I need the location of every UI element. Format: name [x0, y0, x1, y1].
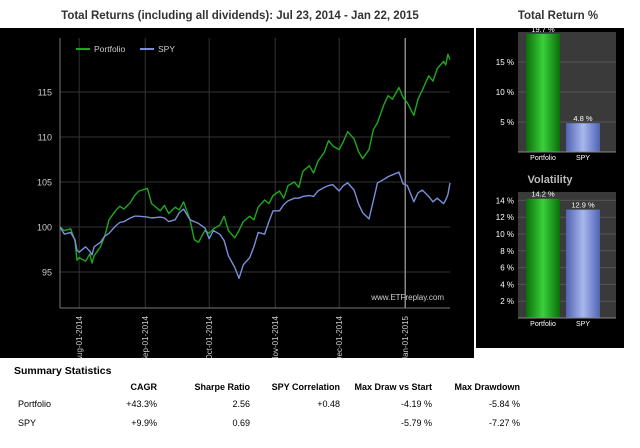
x-tick-label-5: Jan-01-2015: [401, 315, 410, 358]
row-label-portfolio: Portfolio: [18, 399, 52, 409]
volatility-y-tick-1: 4 %: [500, 280, 514, 289]
volatility-y-tick-0: 2 %: [500, 297, 514, 306]
y-tick-label-105: 105: [37, 178, 52, 188]
col-header-sharpe: Sharpe Ratio: [194, 382, 250, 392]
cell-spy-max-draw-vs-start: -5.79 %: [400, 418, 432, 428]
volatility-title: Volatility: [527, 174, 573, 186]
x-tick-label-2: Oct-01-2014: [205, 315, 214, 358]
total-return-bar-spy: [566, 123, 600, 152]
total-return-title: Total Return %: [517, 10, 599, 22]
volatility-category-label-portfolio: Portfolio: [530, 321, 556, 328]
x-tick-label-4: Dec-01-2014: [335, 315, 344, 358]
y-tick-label-95: 95: [42, 268, 52, 278]
total-return-data-label-portfolio: 19.7 %: [531, 28, 555, 34]
volatility-y-tick-2: 6 %: [500, 264, 514, 273]
cell-spy-cagr: +9.9%: [131, 418, 157, 428]
volatility-data-label-spy: 12.9 %: [571, 201, 595, 210]
y-tick-label-115: 115: [38, 88, 52, 98]
y-tick-label-110: 110: [38, 133, 52, 143]
volatility-category-label-spy: SPY: [576, 321, 590, 328]
cell-spy-sharpe: 0.69: [232, 418, 250, 428]
col-header-max-drawdown: Max Drawdown: [454, 382, 520, 392]
total-return-category-label-spy: SPY: [576, 155, 590, 162]
y-tick-label-100: 100: [37, 223, 52, 233]
volatility-y-tick-6: 14 %: [496, 196, 514, 205]
bar-charts-svg: 5 % 10 % 15 % 19.7 % Portfolio 4.8 % SPY Volati…: [496, 25, 616, 328]
line-chart-svg: 95 100 105 110 115 Aug-01-2014 Sep-01-2014 Oct-…: [37, 38, 451, 362]
series-line-portfolio: [59, 53, 451, 264]
x-tick-label-0: Aug-01-2014: [75, 315, 84, 358]
watermark-text: www.ETFreplay.com: [370, 293, 444, 302]
legend-label-portfolio: Portfolio: [94, 44, 125, 54]
volatility-y-tick-4: 10 %: [496, 230, 514, 239]
main-chart-title: Total Returns (including all dividends):…: [61, 10, 419, 22]
col-header-cagr: CAGR: [130, 382, 158, 392]
total-return-y-tick-0: 5 %: [500, 118, 514, 127]
total-return-y-tick-2: 15 %: [496, 58, 514, 67]
summary-statistics-title: Summary Statistics: [14, 365, 112, 377]
legend-label-spy: SPY: [158, 44, 175, 54]
col-header-spy-correlation: SPY Correlation: [271, 382, 340, 392]
cell-spy-max-drawdown: -7.27 %: [488, 418, 520, 428]
row-label-spy: SPY: [18, 418, 37, 428]
cell-portfolio-sharpe: 2.56: [232, 399, 250, 409]
cell-portfolio-max-drawdown: -5.84 %: [488, 399, 520, 409]
x-tick-label-3: Nov-01-2014: [271, 315, 280, 358]
cell-portfolio-max-draw-vs-start: -4.19 %: [400, 399, 432, 409]
series-line-spy: [59, 171, 451, 279]
total-return-category-label-portfolio: Portfolio: [530, 155, 556, 162]
volatility-y-tick-5: 12 %: [496, 213, 514, 222]
total-return-bar-portfolio: [526, 33, 560, 152]
x-tick-label-1: Sep-01-2014: [141, 315, 150, 358]
cell-portfolio-cagr: +43.3%: [126, 399, 157, 409]
cell-portfolio-spy-correlation: +0.48: [317, 399, 340, 409]
total-return-data-label-spy: 4.8 %: [573, 114, 593, 123]
col-header-max-draw-vs-start: Max Draw vs Start: [354, 382, 432, 392]
total-return-y-tick-1: 10 %: [496, 88, 514, 97]
volatility-data-label-portfolio: 14.2 %: [531, 190, 555, 199]
volatility-bar-portfolio: [526, 198, 560, 318]
volatility-bar-spy: [566, 209, 600, 318]
volatility-y-tick-3: 8 %: [500, 247, 514, 256]
total-returns-line-chart: 95 100 105 110 115 Aug-01-2014 Sep-01-2014 Oct-…: [0, 28, 474, 362]
bar-charts-panel: 5 % 10 % 15 % 19.7 % Portfolio 4.8 % SPY Volati…: [476, 25, 624, 348]
